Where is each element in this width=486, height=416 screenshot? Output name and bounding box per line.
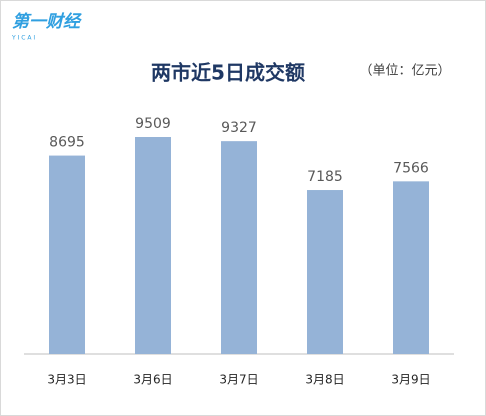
- x-tick-label: 3月7日: [219, 373, 258, 387]
- bar: [221, 141, 257, 354]
- chart-subtitle: （单位：亿元）: [359, 64, 450, 79]
- bar: [307, 190, 343, 354]
- chart-title: 两市近5日成交额: [151, 61, 305, 85]
- data-label: 9509: [135, 116, 171, 132]
- data-label: 7566: [393, 160, 429, 176]
- data-label: 9327: [221, 120, 257, 136]
- logo-sub: Y I C A I: [11, 35, 35, 42]
- bar: [49, 155, 85, 354]
- bar: [135, 137, 171, 354]
- x-tick-label: 3月8日: [305, 373, 344, 387]
- x-tick-label: 3月9日: [391, 373, 430, 387]
- data-label: 8695: [49, 135, 85, 151]
- bar: [393, 181, 429, 354]
- x-tick-label: 3月3日: [47, 373, 86, 387]
- logo: 第一财经: [12, 12, 82, 32]
- data-label: 7185: [307, 169, 343, 185]
- x-tick-label: 3月6日: [133, 373, 172, 387]
